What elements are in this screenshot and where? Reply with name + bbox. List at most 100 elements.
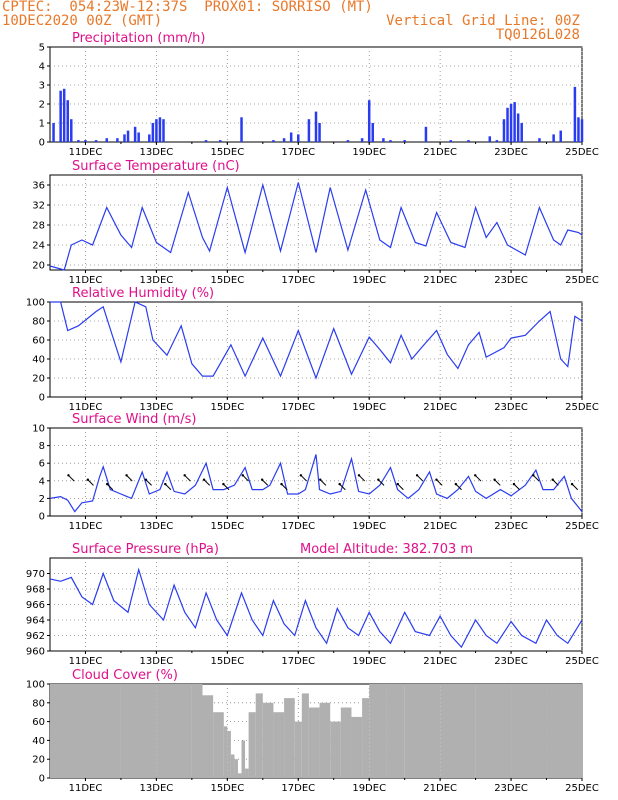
wind-arrow-head xyxy=(125,474,127,476)
cloud-x-tick-label: 23DEC xyxy=(494,783,528,794)
pressure-x-tick-label: 13DEC xyxy=(140,656,174,667)
pressure-y-tick-label: 964 xyxy=(26,616,45,627)
precipitation-bar xyxy=(574,87,577,142)
humidity-x-tick-label: 21DEC xyxy=(423,402,457,413)
cloud-bar xyxy=(85,684,120,778)
precipitation-bar xyxy=(272,140,275,142)
precipitation-x-tick-label: 11DEC xyxy=(69,147,103,158)
cloud-bar xyxy=(238,773,242,778)
cloud-bar xyxy=(440,684,475,778)
wind-arrow-head xyxy=(106,483,108,485)
wind-arrow-head xyxy=(164,483,166,485)
wind-arrow-head xyxy=(397,483,399,485)
pressure-x-tick-label: 17DEC xyxy=(281,656,315,667)
precipitation-bar xyxy=(297,134,300,142)
pressure-y-tick-label: 970 xyxy=(26,569,45,580)
wind-arrow-head xyxy=(532,474,534,476)
precipitation-bar xyxy=(503,119,506,142)
temperature-y-tick-label: 20 xyxy=(32,261,45,272)
cloud-x-tick-label: 25DEC xyxy=(565,783,599,794)
precipitation-bar xyxy=(517,114,520,143)
cloud-bar xyxy=(213,712,224,778)
wind-arrow-head xyxy=(455,483,457,485)
humidity-y-tick-label: 20 xyxy=(32,374,45,385)
wind-y-tick-label: 10 xyxy=(32,424,45,435)
wind-arrow-head xyxy=(552,479,554,481)
precipitation-bar xyxy=(506,108,509,142)
wind-x-tick-label: 19DEC xyxy=(352,521,386,532)
precipitation-bar xyxy=(77,140,80,142)
precipitation-bar xyxy=(425,127,428,142)
cloud-y-tick-label: 80 xyxy=(32,698,45,709)
humidity-x-tick-label: 17DEC xyxy=(281,402,315,413)
cloud-bar xyxy=(50,684,85,778)
cloud-bar xyxy=(476,684,511,778)
precipitation-y-tick-label: 1 xyxy=(39,119,45,130)
precipitation-bar xyxy=(159,117,162,142)
precipitation-y-tick-label: 3 xyxy=(39,81,45,92)
wind-arrow-head xyxy=(571,483,573,485)
cloud-y-tick-label: 100 xyxy=(26,680,45,691)
cloud-bar xyxy=(227,731,231,778)
precipitation-x-tick-label: 13DEC xyxy=(140,147,174,158)
precipitation-bar xyxy=(123,134,126,142)
wind-arrow-head xyxy=(513,483,515,485)
cloud-x-tick-label: 11DEC xyxy=(69,783,103,794)
precipitation-bar xyxy=(315,112,318,142)
cloud-bar xyxy=(387,684,405,778)
cloud-bar xyxy=(234,759,238,778)
precipitation-bar xyxy=(559,131,562,142)
cloud-x-tick-label: 15DEC xyxy=(210,783,244,794)
cloud-bar xyxy=(302,693,309,778)
cloud-bar xyxy=(362,698,369,778)
precipitation-bar xyxy=(240,117,243,142)
wind-arrow-head xyxy=(300,474,302,476)
precipitation-bar xyxy=(162,119,165,142)
precipitation-x-tick-label: 17DEC xyxy=(281,147,315,158)
precipitation-x-tick-label: 21DEC xyxy=(423,147,457,158)
precipitation-bar xyxy=(127,131,130,142)
pressure-y-tick-label: 966 xyxy=(26,600,45,611)
precipitation-bar xyxy=(382,138,385,142)
cloud-x-tick-label: 17DEC xyxy=(281,783,315,794)
temperature-y-tick-label: 32 xyxy=(32,201,45,212)
precipitation-bar xyxy=(105,138,108,142)
cloud-bar xyxy=(547,684,582,778)
wind-arrow-head xyxy=(145,479,147,481)
wind-x-tick-label: 17DEC xyxy=(281,521,315,532)
precipitation-bar xyxy=(66,100,69,142)
wind-arrow-head xyxy=(416,474,418,476)
cloud-bar xyxy=(320,703,331,778)
cloud-bar xyxy=(156,684,191,778)
temperature-panel-title: Surface Temperature (nC) xyxy=(72,159,240,174)
humidity-panel-title: Relative Humidity (%) xyxy=(72,286,214,301)
precipitation-bar xyxy=(450,140,453,142)
pressure-y-tick-label: 960 xyxy=(26,647,45,658)
cloud-bar xyxy=(203,695,214,778)
temperature-y-tick-label: 24 xyxy=(32,241,45,252)
precipitation-bar xyxy=(318,123,321,142)
precipitation-bar xyxy=(361,138,364,142)
wind-arrow-head xyxy=(203,479,205,481)
precipitation-x-tick-label: 25DEC xyxy=(565,147,599,158)
pressure-x-tick-label: 25DEC xyxy=(565,656,599,667)
wind-arrow-head xyxy=(87,479,89,481)
precipitation-bar xyxy=(290,133,293,143)
cloud-bar xyxy=(263,703,274,778)
temperature-y-tick-label: 28 xyxy=(32,221,45,232)
precipitation-bar xyxy=(116,138,119,142)
cloud-bar xyxy=(405,684,440,778)
cloud-bar xyxy=(330,722,341,778)
cloud-y-tick-label: 40 xyxy=(32,736,45,747)
precipitation-bar xyxy=(467,140,470,142)
precipitation-panel-title: Precipitation (mm/h) xyxy=(72,31,205,46)
precipitation-bar xyxy=(489,136,492,142)
cloud-bar xyxy=(295,722,302,778)
wind-arrow-head xyxy=(493,479,495,481)
precipitation-bar xyxy=(52,123,55,142)
cloud-y-tick-label: 0 xyxy=(39,774,45,785)
precipitation-bar xyxy=(520,123,523,142)
wind-y-tick-label: 8 xyxy=(39,441,45,452)
precipitation-bar xyxy=(63,89,66,142)
temperature-x-tick-label: 21DEC xyxy=(423,275,457,286)
